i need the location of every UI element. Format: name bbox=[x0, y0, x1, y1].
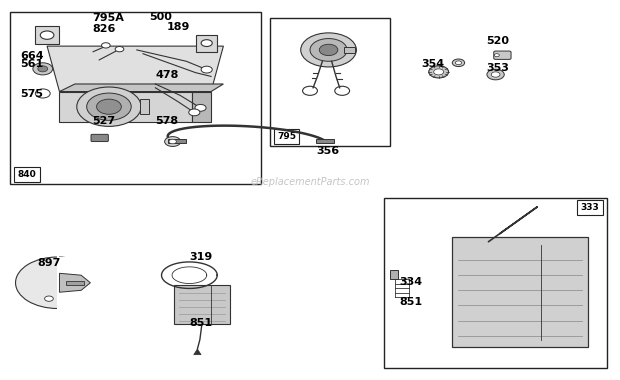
FancyBboxPatch shape bbox=[35, 26, 60, 44]
Text: 500: 500 bbox=[149, 12, 172, 22]
Bar bbox=[174, 285, 229, 325]
Circle shape bbox=[169, 139, 176, 144]
Polygon shape bbox=[47, 46, 223, 92]
Circle shape bbox=[45, 296, 53, 301]
Bar bbox=[58, 257, 132, 309]
Polygon shape bbox=[60, 92, 192, 122]
Text: 334: 334 bbox=[400, 277, 423, 287]
Text: 851: 851 bbox=[189, 318, 213, 328]
Circle shape bbox=[491, 72, 500, 77]
Text: 851: 851 bbox=[400, 298, 423, 307]
FancyBboxPatch shape bbox=[91, 135, 108, 141]
Circle shape bbox=[319, 44, 338, 55]
Text: 354: 354 bbox=[422, 59, 445, 69]
Circle shape bbox=[115, 46, 124, 52]
Polygon shape bbox=[192, 92, 211, 122]
Circle shape bbox=[201, 40, 212, 46]
Polygon shape bbox=[60, 273, 91, 292]
Circle shape bbox=[429, 66, 448, 78]
Bar bbox=[168, 138, 185, 143]
Circle shape bbox=[452, 59, 464, 66]
Circle shape bbox=[487, 69, 504, 80]
Circle shape bbox=[97, 99, 122, 114]
Polygon shape bbox=[60, 84, 223, 92]
Circle shape bbox=[102, 43, 110, 48]
Circle shape bbox=[87, 93, 131, 120]
Circle shape bbox=[434, 69, 444, 75]
Text: 478: 478 bbox=[156, 70, 179, 80]
Text: 795: 795 bbox=[277, 132, 296, 141]
Bar bbox=[452, 238, 588, 347]
Circle shape bbox=[40, 31, 54, 39]
Circle shape bbox=[35, 89, 50, 98]
Bar bbox=[270, 18, 391, 146]
Text: 897: 897 bbox=[38, 258, 61, 268]
Circle shape bbox=[38, 66, 48, 72]
Circle shape bbox=[33, 63, 53, 75]
Circle shape bbox=[494, 54, 499, 57]
Text: 319: 319 bbox=[189, 252, 213, 262]
Circle shape bbox=[301, 33, 356, 67]
Text: 795A: 795A bbox=[92, 13, 124, 24]
Text: 527: 527 bbox=[92, 116, 115, 126]
Circle shape bbox=[165, 137, 180, 146]
Text: 575: 575 bbox=[20, 89, 43, 99]
Polygon shape bbox=[140, 99, 149, 114]
Text: 189: 189 bbox=[167, 22, 190, 32]
Bar bbox=[316, 138, 334, 143]
FancyBboxPatch shape bbox=[195, 35, 217, 52]
Bar bbox=[273, 129, 299, 144]
Bar bbox=[14, 167, 40, 182]
Text: 561: 561 bbox=[20, 59, 44, 69]
Bar bbox=[66, 281, 84, 285]
Bar bbox=[577, 200, 603, 215]
Circle shape bbox=[201, 66, 212, 73]
Text: 353: 353 bbox=[486, 63, 509, 73]
Circle shape bbox=[77, 87, 141, 127]
Text: 333: 333 bbox=[581, 203, 600, 212]
Bar bbox=[344, 47, 355, 53]
Circle shape bbox=[16, 257, 100, 309]
Text: eReplacementParts.com: eReplacementParts.com bbox=[250, 177, 370, 187]
Bar bbox=[384, 198, 607, 368]
FancyBboxPatch shape bbox=[390, 270, 399, 279]
Polygon shape bbox=[193, 349, 201, 355]
Text: 664: 664 bbox=[20, 51, 44, 61]
Text: 840: 840 bbox=[17, 170, 36, 179]
Circle shape bbox=[310, 38, 347, 61]
Circle shape bbox=[195, 105, 206, 111]
FancyBboxPatch shape bbox=[494, 51, 511, 59]
Text: 826: 826 bbox=[92, 24, 115, 34]
Text: 578: 578 bbox=[156, 116, 179, 126]
Circle shape bbox=[455, 61, 461, 65]
Text: 520: 520 bbox=[486, 36, 509, 46]
Circle shape bbox=[188, 109, 200, 116]
Bar bbox=[10, 12, 260, 184]
Text: 356: 356 bbox=[316, 146, 339, 156]
